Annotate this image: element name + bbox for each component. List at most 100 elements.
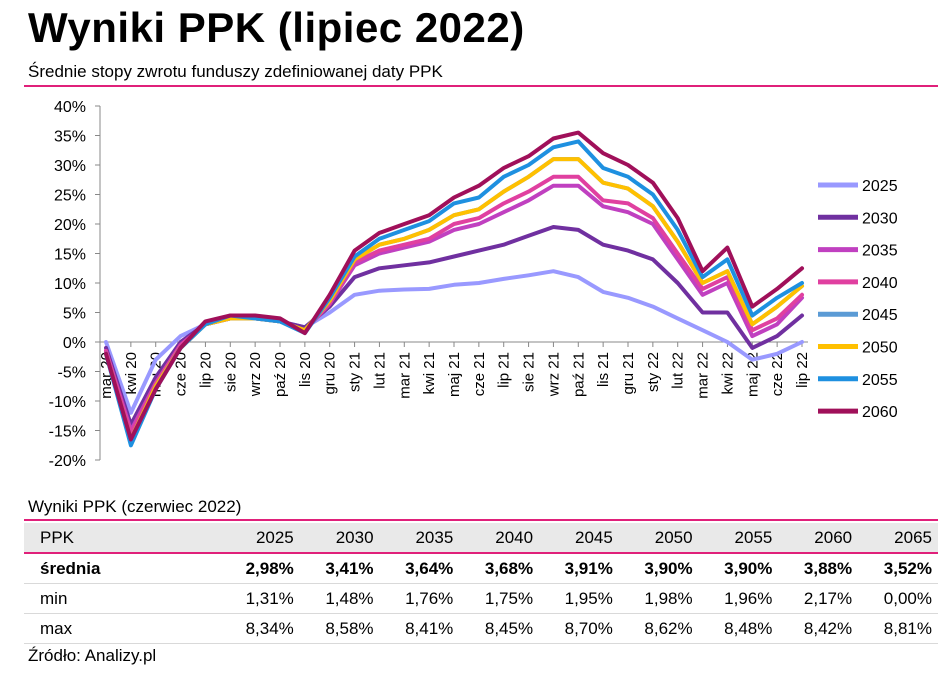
table-header-cell: 2045: [539, 523, 619, 554]
y-tick-label: 35%: [54, 129, 86, 146]
table-cell: 3,41%: [299, 553, 380, 584]
table-title: Wyniki PPK (czerwiec 2022): [28, 497, 242, 516]
returns-line-chart: 40% 35% 30% 25% 20% 15% 10% 5% 0% -5% -10% -15% -20%…: [49, 99, 898, 470]
x-tick-label: cze 20: [173, 352, 190, 396]
table-header-cell: 2060: [778, 523, 859, 554]
table-header-cell: 2065: [858, 523, 938, 554]
table-cell: 8,42%: [778, 613, 859, 644]
x-tick-label: sty 22: [645, 352, 662, 392]
table-cell: 8,81%: [858, 613, 938, 644]
legend-label: 2040: [862, 275, 898, 292]
table-cell: 3,90%: [698, 553, 779, 584]
table-cell: 0,00%: [858, 583, 938, 614]
table-header-cell: 2035: [379, 523, 460, 554]
y-tick-label: 0%: [63, 335, 86, 352]
table-cell: 8,62%: [618, 613, 699, 644]
x-tick-label: lip 20: [197, 352, 214, 388]
results-table: PPK 2025 2030 2035 2040 2045 2050 2055 2…: [24, 523, 938, 644]
table-row: max 8,34% 8,58% 8,41% 8,45% 8,70% 8,62% …: [24, 613, 938, 644]
y-axis: 40% 35% 30% 25% 20% 15% 10% 5% 0% -5% -10% -15% -20%: [49, 99, 101, 470]
legend-label: 2060: [862, 404, 898, 421]
x-tick-label: lut 22: [670, 352, 687, 389]
y-tick-label: -15%: [49, 424, 86, 441]
table-cell: 3,64%: [379, 553, 460, 584]
table-cell: 1,75%: [459, 583, 540, 614]
x-tick-label: paź 20: [272, 352, 289, 397]
y-tick-label: 40%: [54, 99, 86, 116]
table-cell: 1,76%: [379, 583, 460, 614]
x-tick-label: maj 22: [744, 352, 761, 397]
x-tick-label: lip 22: [794, 352, 811, 388]
x-tick-label: paź 21: [570, 352, 587, 397]
table-cell: 8,70%: [539, 613, 619, 644]
x-tick-label: mar 21: [396, 352, 413, 399]
x-tick-label: maj 21: [446, 352, 463, 397]
y-tick-label: 15%: [54, 247, 86, 264]
row-label: średnia: [24, 553, 220, 584]
y-tick-label: 10%: [54, 276, 86, 293]
table-cell: 3,68%: [459, 553, 540, 584]
chart-subtitle: Średnie stopy zwrotu funduszy zdefiniowa…: [28, 62, 443, 81]
table-header-cell: 2050: [618, 523, 699, 554]
table-cell: 8,34%: [220, 613, 300, 644]
table-header-row: PPK 2025 2030 2035 2040 2045 2050 2055 2…: [24, 523, 938, 554]
y-tick-label: 25%: [54, 188, 86, 205]
y-tick-label: -20%: [49, 453, 86, 470]
table-cell: 3,88%: [778, 553, 859, 584]
y-tick-label: 20%: [54, 217, 86, 234]
series-line-2060: [104, 130, 804, 442]
x-tick-label: lis 21: [595, 352, 612, 387]
x-tick-label: mar 22: [695, 352, 712, 399]
legend-label: 2050: [862, 340, 898, 357]
x-tick-label: wrz 20: [247, 352, 264, 397]
table-cell: 2,17%: [778, 583, 859, 614]
table-divider: [24, 519, 938, 521]
x-tick-label: sty 21: [347, 352, 364, 392]
x-tick-label: lis 20: [297, 352, 314, 387]
x-tick-label: gru 21: [620, 352, 637, 395]
table-header-cell: 2025: [220, 523, 300, 554]
table-cell: 3,90%: [618, 553, 699, 584]
table-cell: 1,31%: [220, 583, 300, 614]
source-note: Źródło: Analizy.pl: [28, 646, 157, 665]
x-tick-label: gru 20: [322, 352, 339, 395]
top-divider: [24, 85, 938, 87]
legend-label: 2030: [862, 210, 898, 227]
legend-label: 2025: [862, 178, 898, 195]
x-tick-label: wrz 21: [545, 352, 562, 397]
table-cell: 8,48%: [698, 613, 779, 644]
x-tick-label: kwi 22: [719, 352, 736, 395]
table-header-cell: 2030: [299, 523, 380, 554]
chart-legend: 2025 2030 2035 2040 2045 2050 2055 2060: [818, 178, 898, 421]
table-cell: 8,58%: [299, 613, 380, 644]
table-header-cell: 2040: [459, 523, 540, 554]
table-cell: 8,41%: [379, 613, 460, 644]
y-tick-label: 30%: [54, 158, 86, 175]
table-cell: 8,45%: [459, 613, 540, 644]
legend-label: 2055: [862, 372, 898, 389]
chart-series: [104, 130, 804, 448]
y-tick-label: -5%: [58, 365, 86, 382]
table-row: min 1,31% 1,48% 1,76% 1,75% 1,95% 1,98% …: [24, 583, 938, 614]
table-header-cell: PPK: [24, 523, 220, 554]
table-cell: 1,95%: [539, 583, 619, 614]
table-cell: 1,48%: [299, 583, 380, 614]
table-cell: 3,52%: [858, 553, 938, 584]
row-label: max: [24, 613, 220, 644]
table-header-cell: 2055: [698, 523, 779, 554]
series-line-2055: [104, 139, 804, 448]
legend-label: 2035: [862, 243, 898, 260]
table-row: średnia 2,98% 3,41% 3,64% 3,68% 3,91% 3,…: [24, 553, 938, 584]
y-tick-label: -10%: [49, 394, 86, 411]
table-cell: 1,96%: [698, 583, 779, 614]
page-title: Wyniki PPK (lipiec 2022): [28, 4, 525, 51]
row-label: min: [24, 583, 220, 614]
table-cell: 1,98%: [618, 583, 699, 614]
x-tick-label: cze 22: [769, 352, 786, 396]
y-tick-label: 5%: [63, 306, 86, 323]
x-tick-label: cze 21: [471, 352, 488, 396]
x-tick-label: kwi 21: [421, 352, 438, 395]
x-tick-label: kwi 20: [123, 352, 140, 395]
table-cell: 2,98%: [220, 553, 300, 584]
table-cell: 3,91%: [539, 553, 619, 584]
